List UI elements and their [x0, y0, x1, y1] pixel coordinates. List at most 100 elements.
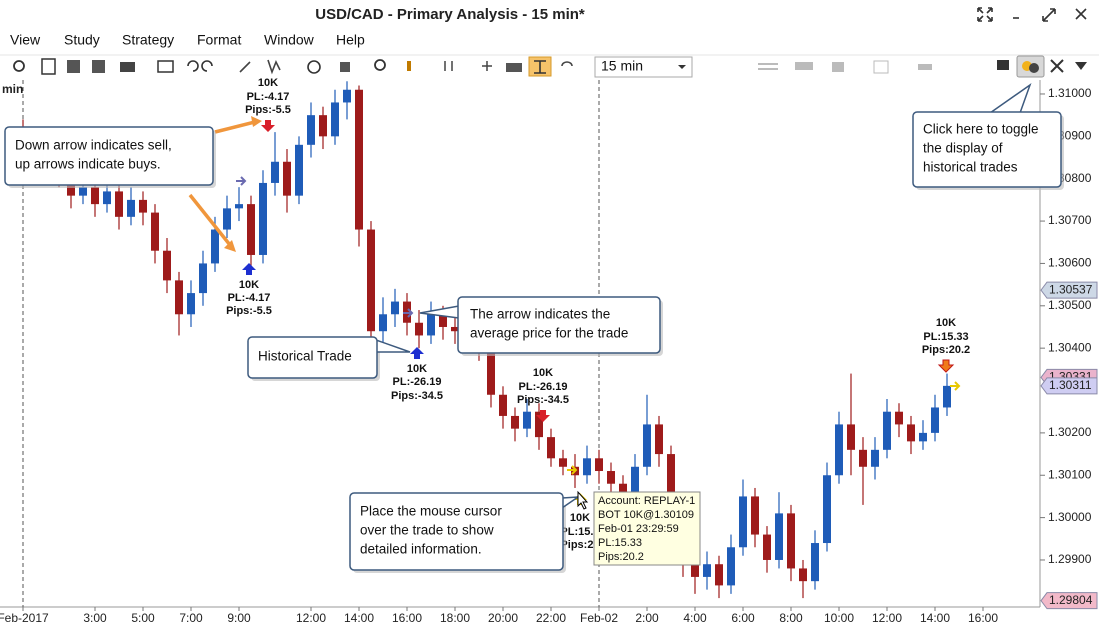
candle-body — [187, 293, 195, 315]
close-button[interactable] — [1075, 8, 1087, 20]
toolbar-more[interactable] — [1075, 62, 1087, 70]
sell-arrow[interactable] — [536, 410, 550, 422]
title-bar — [0, 0, 1099, 28]
menu-bar: View Study Strategy Format Window Help — [10, 32, 365, 48]
candle-body — [691, 559, 699, 577]
callout-box — [349, 492, 564, 571]
average-price-arrow — [950, 381, 961, 391]
callout-text: over the trade to show — [360, 523, 494, 538]
trade-label: 10K — [258, 77, 278, 89]
candle-body — [271, 161, 279, 183]
save-all-icon[interactable] — [92, 60, 105, 73]
x-tick-label: 12:00 — [296, 611, 326, 625]
average-price-arrow — [567, 465, 578, 475]
chart-area: min 1.310001.309001.308001.307001.306001… — [0, 80, 1098, 625]
bar-type-icons[interactable] — [444, 61, 492, 71]
tooltip-text: Feb-01 23:29:59 — [598, 523, 679, 535]
menu-item[interactable]: Strategy — [122, 32, 174, 48]
trade-label: 10K — [570, 512, 590, 524]
tooltip-text: PL:15.33 — [598, 537, 642, 549]
interval-dropdown-arrow — [678, 65, 686, 69]
candle-body — [439, 314, 447, 327]
trade-label: 10K — [533, 367, 553, 379]
undo-redo-icons[interactable] — [187, 60, 213, 72]
maximize-button[interactable] — [1042, 8, 1056, 22]
save-icon[interactable] — [67, 60, 80, 73]
candle-body — [739, 496, 747, 548]
menu-item[interactable]: Help — [336, 32, 365, 48]
candle-body — [715, 564, 723, 586]
candle-body — [355, 89, 363, 230]
candle-body — [391, 301, 399, 315]
x-tick-label: 9:00 — [227, 611, 251, 625]
y-tick-label: 1.31000 — [1048, 86, 1092, 100]
candle-body — [655, 424, 663, 455]
x-tick-label: 7:00 — [179, 611, 203, 625]
hand-icon[interactable] — [340, 62, 350, 72]
candle-body — [811, 543, 819, 582]
callout-box — [912, 111, 1062, 188]
x-tick-label: 22:00 — [536, 611, 566, 625]
window-controls[interactable] — [977, 7, 1087, 22]
candle-body — [235, 204, 243, 209]
candle-body — [859, 449, 867, 467]
candle-body — [703, 564, 711, 577]
callout-text: Historical Trade — [258, 349, 352, 364]
x-tick-label: 16:00 — [968, 611, 998, 625]
trade-tooltip — [593, 491, 701, 566]
buy-arrow[interactable] — [410, 347, 424, 359]
price-badge — [1040, 377, 1098, 395]
panel-icon[interactable] — [506, 63, 522, 72]
open-icon[interactable] — [120, 62, 135, 72]
trade-label: Pips:-5.5 — [245, 104, 291, 116]
callout-text: The arrow indicates the — [470, 307, 610, 322]
zoom-icon[interactable] — [374, 59, 386, 71]
mouse-cursor — [577, 490, 589, 510]
menu-item[interactable]: Format — [197, 32, 241, 48]
callout-box — [457, 296, 661, 354]
candle-body — [619, 483, 627, 497]
x-tick-label: 16:00 — [392, 611, 422, 625]
disabled-style-icons — [758, 60, 932, 74]
y-tick-label: 1.30100 — [1048, 467, 1092, 481]
menu-item[interactable]: View — [10, 32, 41, 48]
y-tick-label: 1.30000 — [1048, 510, 1092, 524]
x-tick-label: 4:00 — [683, 611, 707, 625]
x-tick-label: 5:00 — [131, 611, 155, 625]
menu-item[interactable]: Window — [264, 32, 315, 48]
candle-body — [799, 568, 807, 582]
sell-arrow[interactable] — [937, 359, 955, 373]
price-badge-label: 1.29804 — [1049, 593, 1093, 607]
candle-body — [511, 415, 519, 429]
callout-text: historical trades — [923, 160, 1018, 175]
properties-icon[interactable] — [1050, 59, 1064, 73]
window-icon[interactable] — [997, 60, 1009, 70]
search-icon[interactable] — [13, 60, 25, 72]
candle-body — [175, 280, 183, 315]
candle-body — [451, 326, 459, 332]
snapshot-icon[interactable] — [157, 60, 174, 73]
candle-body — [919, 432, 927, 442]
window-title: USD/CAD - Primary Analysis - 15 min* — [315, 6, 585, 23]
x-tick-label: 14:00 — [344, 611, 374, 625]
new-icon[interactable] — [41, 58, 56, 75]
link-icon[interactable] — [561, 61, 573, 67]
candle-body — [487, 348, 495, 395]
menu-item[interactable]: Study — [64, 32, 100, 48]
trade-label: 10K — [407, 363, 427, 375]
fullscreen-button[interactable] — [977, 7, 993, 22]
candle-body — [727, 547, 735, 586]
toolbar-icons[interactable] — [13, 56, 573, 77]
x-tick-label: 12:00 — [872, 611, 902, 625]
replay-icon[interactable] — [307, 60, 321, 74]
candle-icon[interactable] — [407, 61, 411, 71]
candle-body — [247, 204, 255, 255]
candle-body — [751, 496, 759, 535]
draw-icons[interactable] — [239, 59, 281, 75]
sell-arrow[interactable] — [261, 120, 275, 132]
candle-body — [163, 250, 171, 281]
candle-body — [103, 191, 111, 205]
interval-select[interactable] — [594, 56, 693, 78]
buy-arrow[interactable] — [242, 263, 256, 275]
historical-trades-icon-b — [1029, 63, 1039, 73]
